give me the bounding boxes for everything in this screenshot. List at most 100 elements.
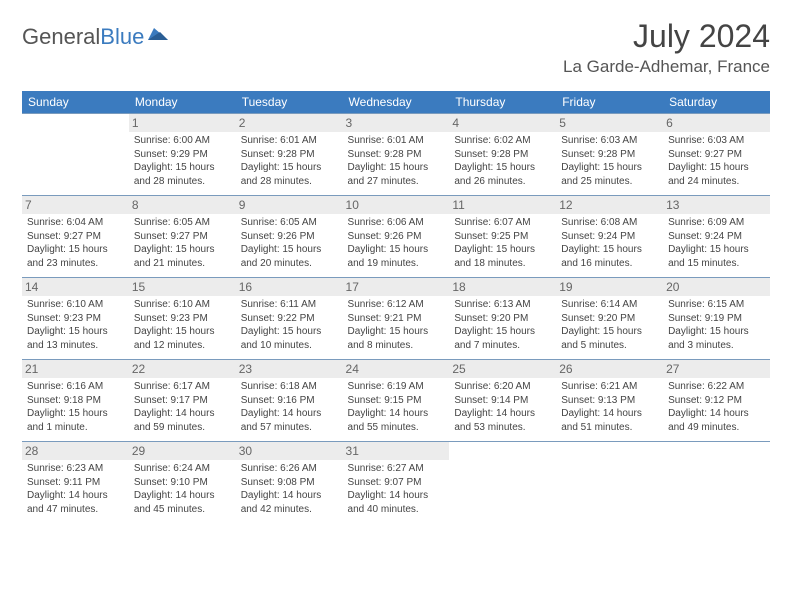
calendar-cell: 15 Sunrise: 6:10 AMSunset: 9:23 PMDayligh… [129, 278, 236, 360]
sunrise-text: Sunrise: 6:05 AM [241, 216, 338, 230]
sunrise-text: Sunrise: 6:06 AM [348, 216, 445, 230]
day-number: 4 [449, 114, 556, 132]
daylight-text: Daylight: 14 hours and 59 minutes. [134, 407, 231, 434]
day-info: Sunrise: 6:23 AMSunset: 9:11 PMDaylight:… [27, 462, 124, 516]
sunrise-text: Sunrise: 6:17 AM [134, 380, 231, 394]
day-info: Sunrise: 6:08 AMSunset: 9:24 PMDaylight:… [561, 216, 658, 270]
sunrise-text: Sunrise: 6:03 AM [668, 134, 765, 148]
daylight-text: Daylight: 14 hours and 51 minutes. [561, 407, 658, 434]
calendar-cell: 11Sunrise: 6:07 AMSunset: 9:25 PMDayligh… [449, 196, 556, 278]
sunset-text: Sunset: 9:14 PM [454, 394, 551, 408]
calendar-cell: 5Sunrise: 6:03 AMSunset: 9:28 PMDaylight… [556, 114, 663, 196]
sunrise-text: Sunrise: 6:10 AM [27, 298, 124, 312]
sunrise-text: Sunrise: 6:18 AM [241, 380, 338, 394]
day-number: 8 [129, 196, 236, 214]
sunrise-text: Sunrise: 6:14 AM [561, 298, 658, 312]
day-number: 14 [22, 278, 129, 296]
day-header: Friday [556, 91, 663, 114]
day-info: Sunrise: 6:10 AMSunset: 9:23 PMDaylight:… [134, 298, 231, 352]
day-number: 15 [129, 278, 236, 296]
sunset-text: Sunset: 9:28 PM [454, 148, 551, 162]
day-number: 27 [663, 360, 770, 378]
day-header-row: Sunday Monday Tuesday Wednesday Thursday… [22, 91, 770, 114]
sunset-text: Sunset: 9:20 PM [454, 312, 551, 326]
sunrise-text: Sunrise: 6:01 AM [241, 134, 338, 148]
day-info: Sunrise: 6:01 AMSunset: 9:28 PMDaylight:… [348, 134, 445, 188]
calendar-cell: 31Sunrise: 6:27 AMSunset: 9:07 PMDayligh… [343, 442, 450, 524]
sunrise-text: Sunrise: 6:07 AM [454, 216, 551, 230]
calendar-cell: 25Sunrise: 6:20 AMSunset: 9:14 PMDayligh… [449, 360, 556, 442]
sunrise-text: Sunrise: 6:02 AM [454, 134, 551, 148]
daylight-text: Daylight: 15 hours and 3 minutes. [668, 325, 765, 352]
daylight-text: Daylight: 15 hours and 25 minutes. [561, 161, 658, 188]
calendar-cell: 12 Sunrise: 6:08 AMSunset: 9:24 PMDayligh… [556, 196, 663, 278]
daylight-text: Daylight: 15 hours and 15 minutes. [668, 243, 765, 270]
day-info: Sunrise: 6:12 AMSunset: 9:21 PMDaylight:… [348, 298, 445, 352]
day-info: Sunrise: 6:01 AMSunset: 9:28 PMDaylight:… [241, 134, 338, 188]
sunset-text: Sunset: 9:11 PM [27, 476, 124, 490]
day-info: Sunrise: 6:13 AMSunset: 9:20 PMDaylight:… [454, 298, 551, 352]
sunset-text: Sunset: 9:21 PM [348, 312, 445, 326]
calendar-row: 28 Sunrise: 6:23 AMSunset: 9:11 PMDayligh… [22, 442, 770, 524]
day-number: 9 [236, 196, 343, 214]
month-title: July 2024 [563, 18, 770, 55]
day-info: Sunrise: 6:02 AMSunset: 9:28 PMDaylight:… [454, 134, 551, 188]
sunset-text: Sunset: 9:18 PM [27, 394, 124, 408]
sunrise-text: Sunrise: 6:09 AM [668, 216, 765, 230]
daylight-text: Daylight: 14 hours and 47 minutes. [27, 489, 124, 516]
day-info: Sunrise: 6:05 AMSunset: 9:27 PMDaylight:… [134, 216, 231, 270]
sunrise-text: Sunrise: 6:24 AM [134, 462, 231, 476]
sunrise-text: Sunrise: 6:00 AM [134, 134, 231, 148]
calendar-cell: 1Sunrise: 6:00 AMSunset: 9:29 PMDaylight… [129, 114, 236, 196]
calendar-cell: 8 Sunrise: 6:05 AMSunset: 9:27 PMDaylight… [129, 196, 236, 278]
calendar-row: 14 Sunrise: 6:10 AMSunset: 9:23 PMDayligh… [22, 278, 770, 360]
sunset-text: Sunset: 9:07 PM [348, 476, 445, 490]
day-number: 12 [556, 196, 663, 214]
day-info: Sunrise: 6:03 AMSunset: 9:27 PMDaylight:… [668, 134, 765, 188]
daylight-text: Daylight: 15 hours and 8 minutes. [348, 325, 445, 352]
sunset-text: Sunset: 9:10 PM [134, 476, 231, 490]
calendar-cell [663, 442, 770, 524]
sunset-text: Sunset: 9:20 PM [561, 312, 658, 326]
day-info: Sunrise: 6:17 AMSunset: 9:17 PMDaylight:… [134, 380, 231, 434]
sunset-text: Sunset: 9:22 PM [241, 312, 338, 326]
daylight-text: Daylight: 14 hours and 53 minutes. [454, 407, 551, 434]
calendar-cell: 3Sunrise: 6:01 AMSunset: 9:28 PMDaylight… [343, 114, 450, 196]
daylight-text: Daylight: 15 hours and 19 minutes. [348, 243, 445, 270]
sunset-text: Sunset: 9:19 PM [668, 312, 765, 326]
calendar-cell: 19Sunrise: 6:14 AMSunset: 9:20 PMDayligh… [556, 278, 663, 360]
daylight-text: Daylight: 15 hours and 16 minutes. [561, 243, 658, 270]
sunset-text: Sunset: 9:27 PM [668, 148, 765, 162]
day-info: Sunrise: 6:14 AMSunset: 9:20 PMDaylight:… [561, 298, 658, 352]
day-info: Sunrise: 6:16 AMSunset: 9:18 PMDaylight:… [27, 380, 124, 434]
day-info: Sunrise: 6:22 AMSunset: 9:12 PMDaylight:… [668, 380, 765, 434]
sunrise-text: Sunrise: 6:26 AM [241, 462, 338, 476]
day-number: 31 [343, 442, 450, 460]
calendar-cell: 14Sunrise: 6:10 AMSunset: 9:23 PMDayligh… [22, 278, 129, 360]
sunset-text: Sunset: 9:26 PM [348, 230, 445, 244]
daylight-text: Daylight: 14 hours and 42 minutes. [241, 489, 338, 516]
location: La Garde-Adhemar, France [563, 57, 770, 77]
daylight-text: Daylight: 15 hours and 28 minutes. [241, 161, 338, 188]
calendar-cell: 24Sunrise: 6:19 AMSunset: 9:15 PMDayligh… [343, 360, 450, 442]
day-number: 10 [343, 196, 450, 214]
sunrise-text: Sunrise: 6:04 AM [27, 216, 124, 230]
day-number: 28 [22, 442, 129, 460]
day-number: 17 [343, 278, 450, 296]
calendar-cell [449, 442, 556, 524]
calendar-cell: 18Sunrise: 6:13 AMSunset: 9:20 PMDayligh… [449, 278, 556, 360]
sunset-text: Sunset: 9:16 PM [241, 394, 338, 408]
calendar-cell: 4 Sunrise: 6:02 AMSunset: 9:28 PMDaylight… [449, 114, 556, 196]
day-header: Wednesday [343, 91, 450, 114]
calendar-cell: 23Sunrise: 6:18 AMSunset: 9:16 PMDayligh… [236, 360, 343, 442]
day-info: Sunrise: 6:03 AMSunset: 9:28 PMDaylight:… [561, 134, 658, 188]
daylight-text: Daylight: 14 hours and 45 minutes. [134, 489, 231, 516]
sunrise-text: Sunrise: 6:15 AM [668, 298, 765, 312]
daylight-text: Daylight: 14 hours and 40 minutes. [348, 489, 445, 516]
day-number: 26 [556, 360, 663, 378]
sunrise-text: Sunrise: 6:11 AM [241, 298, 338, 312]
sunrise-text: Sunrise: 6:19 AM [348, 380, 445, 394]
sunset-text: Sunset: 9:28 PM [241, 148, 338, 162]
calendar-cell: 2Sunrise: 6:01 AMSunset: 9:28 PMDaylight… [236, 114, 343, 196]
day-info: Sunrise: 6:20 AMSunset: 9:14 PMDaylight:… [454, 380, 551, 434]
